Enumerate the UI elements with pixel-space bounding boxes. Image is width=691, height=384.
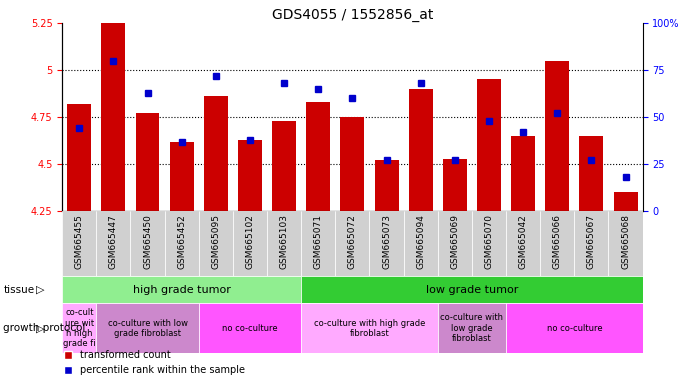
Bar (199, 211, 233, 276)
Bar (164, 211, 199, 276)
Text: co-culture with high grade
fibroblast: co-culture with high grade fibroblast (314, 319, 425, 338)
Bar (477, 79, 501, 211)
Bar (204, 96, 228, 211)
Bar (443, 159, 467, 211)
Text: co-culture with low
grade fibroblast: co-culture with low grade fibroblast (108, 319, 187, 338)
Bar (301, 276, 643, 303)
Text: GSM665095: GSM665095 (211, 214, 220, 270)
Bar (438, 303, 506, 353)
Bar (301, 211, 335, 276)
Text: ▷: ▷ (36, 323, 44, 333)
Bar (199, 303, 301, 353)
Text: growth protocol: growth protocol (3, 323, 86, 333)
Bar (506, 303, 643, 353)
Title: GDS4055 / 1552856_at: GDS4055 / 1552856_at (272, 8, 433, 22)
Bar (472, 211, 506, 276)
Text: GSM665072: GSM665072 (348, 214, 357, 269)
Bar (370, 211, 404, 276)
Bar (341, 117, 364, 211)
Text: GSM665447: GSM665447 (109, 214, 118, 269)
Bar (238, 140, 262, 211)
Bar (511, 136, 535, 211)
Bar (614, 192, 638, 211)
Text: GSM665094: GSM665094 (416, 214, 425, 269)
Text: GSM665102: GSM665102 (245, 214, 254, 269)
Text: GSM665069: GSM665069 (451, 214, 460, 270)
Bar (375, 161, 399, 211)
Bar (335, 211, 370, 276)
Bar (272, 121, 296, 211)
Text: GSM665071: GSM665071 (314, 214, 323, 270)
Text: GSM665070: GSM665070 (484, 214, 493, 270)
Bar (96, 211, 131, 276)
Bar (580, 136, 603, 211)
Bar (301, 303, 438, 353)
Bar (506, 211, 540, 276)
Bar (131, 211, 164, 276)
Text: GSM665067: GSM665067 (587, 214, 596, 270)
Bar (62, 211, 96, 276)
Bar (540, 211, 574, 276)
Text: GSM665068: GSM665068 (621, 214, 630, 270)
Bar (233, 211, 267, 276)
Text: GSM665042: GSM665042 (519, 214, 528, 269)
Bar (267, 211, 301, 276)
Bar (404, 211, 438, 276)
Bar (102, 23, 125, 211)
Text: tissue: tissue (3, 285, 35, 295)
Text: low grade tumor: low grade tumor (426, 285, 518, 295)
Bar (306, 102, 330, 211)
Text: no co-culture: no co-culture (223, 324, 278, 333)
Text: GSM665066: GSM665066 (553, 214, 562, 270)
Legend: transformed count, percentile rank within the sample: transformed count, percentile rank withi… (60, 346, 249, 379)
Bar (62, 276, 301, 303)
Text: ▷: ▷ (36, 285, 44, 295)
Bar (609, 211, 643, 276)
Text: no co-culture: no co-culture (547, 324, 602, 333)
Text: GSM665455: GSM665455 (75, 214, 84, 269)
Text: GSM665103: GSM665103 (280, 214, 289, 270)
Bar (438, 211, 472, 276)
Text: co-culture with
low grade
fibroblast: co-culture with low grade fibroblast (440, 313, 504, 343)
Bar (135, 113, 160, 211)
Text: GSM665452: GSM665452 (177, 214, 186, 269)
Bar (96, 303, 199, 353)
Bar (545, 61, 569, 211)
Text: GSM665073: GSM665073 (382, 214, 391, 270)
Text: GSM665450: GSM665450 (143, 214, 152, 269)
Bar (170, 142, 193, 211)
Text: high grade tumor: high grade tumor (133, 285, 231, 295)
Bar (574, 211, 609, 276)
Bar (62, 303, 96, 353)
Bar (67, 104, 91, 211)
Bar (409, 89, 433, 211)
Text: co-cult
ure wit
h high
grade fi: co-cult ure wit h high grade fi (63, 308, 95, 348)
